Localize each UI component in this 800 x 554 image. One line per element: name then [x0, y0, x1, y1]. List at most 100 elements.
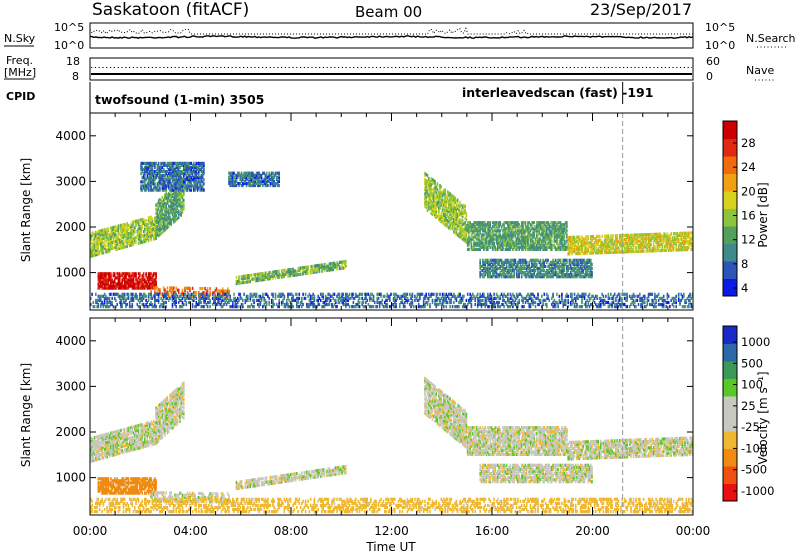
data-cell	[455, 205, 458, 209]
data-feature-6	[466, 221, 568, 251]
data-cell	[126, 282, 128, 286]
data-cell	[530, 233, 533, 237]
data-cell	[337, 263, 340, 267]
data-cell	[161, 216, 164, 220]
data-cell	[587, 247, 590, 251]
data-cell	[533, 233, 536, 237]
data-cell	[533, 227, 536, 231]
data-cell	[449, 212, 451, 217]
data-cell	[446, 208, 449, 212]
data-cell	[186, 290, 189, 294]
data-cell	[471, 227, 474, 231]
data-cell	[399, 302, 401, 307]
data-cell	[352, 300, 355, 305]
data-cell	[137, 272, 140, 276]
data-cell	[175, 292, 177, 296]
data-cell	[424, 196, 426, 200]
data-cell	[446, 214, 449, 219]
data-cell	[485, 266, 488, 271]
data-cell	[474, 227, 476, 231]
data-cell	[645, 239, 647, 243]
data-cell	[343, 296, 346, 300]
data-cell	[480, 241, 483, 245]
data-cell	[427, 197, 430, 201]
data-cell	[103, 278, 106, 282]
data-cell	[537, 221, 539, 225]
data-cell	[468, 235, 470, 239]
data-cell	[563, 243, 566, 247]
data-cell	[623, 244, 626, 248]
data-cell	[154, 224, 156, 228]
data-cell	[433, 205, 435, 209]
data-cell	[637, 243, 640, 247]
data-cell	[474, 225, 476, 229]
data-cell	[165, 300, 167, 305]
data-cell	[581, 247, 583, 251]
data-cell	[150, 272, 152, 276]
data-cell	[583, 260, 586, 264]
data-cell	[482, 273, 484, 277]
data-cell	[548, 241, 551, 245]
data-cell	[690, 231, 693, 235]
data-cell	[562, 233, 564, 237]
data-cell	[433, 201, 435, 205]
data-cell	[240, 296, 243, 300]
data-cell	[162, 229, 165, 233]
data-cell	[490, 239, 493, 243]
data-cell	[507, 243, 509, 247]
data-cell	[154, 300, 156, 305]
data-cell	[174, 192, 176, 196]
data-cell	[498, 245, 500, 249]
data-cell	[527, 237, 529, 241]
data-cell	[529, 239, 532, 243]
data-cell	[121, 280, 123, 284]
data-cell	[585, 251, 587, 255]
data-cell	[507, 273, 509, 277]
data-cell	[484, 273, 487, 277]
data-cell	[127, 238, 130, 242]
data-cell	[313, 296, 316, 300]
data-cell	[466, 241, 469, 245]
data-cell	[96, 232, 98, 236]
data-cell	[137, 305, 140, 309]
data-cell	[113, 229, 116, 233]
data-cell	[179, 305, 181, 309]
data-cell	[634, 249, 636, 254]
data-cell	[195, 305, 198, 309]
data-cell	[597, 241, 600, 245]
data-cell	[361, 302, 363, 307]
data-cell	[561, 243, 563, 247]
data-cell	[155, 219, 157, 224]
data-cell	[184, 286, 186, 290]
data-cell	[199, 293, 201, 297]
data-cell	[449, 219, 451, 223]
data-cell	[130, 231, 132, 235]
data-cell	[115, 225, 117, 229]
data-cell	[519, 264, 522, 269]
data-cell	[438, 205, 440, 209]
data-cell	[569, 271, 572, 275]
data-cell	[557, 247, 559, 251]
data-cell	[475, 229, 478, 233]
data-cell	[518, 239, 520, 243]
data-cell	[465, 240, 468, 244]
data-cell	[603, 246, 606, 251]
data-cell	[426, 200, 429, 204]
data-cell	[409, 292, 411, 296]
data-cell	[600, 238, 602, 242]
data-cell	[131, 231, 134, 235]
data-cell	[557, 266, 559, 271]
data-cell	[110, 292, 112, 296]
data-cell	[558, 258, 561, 262]
data-cell	[529, 271, 532, 275]
data-cell	[97, 276, 100, 280]
data-cell	[268, 273, 270, 277]
data-cell	[103, 284, 106, 288]
data-cell	[309, 271, 312, 275]
data-cell	[151, 282, 154, 286]
data-cell	[480, 245, 483, 249]
data-cell	[103, 302, 106, 307]
data-cell	[171, 213, 174, 217]
data-cell	[434, 188, 436, 192]
data-cell	[495, 264, 498, 269]
